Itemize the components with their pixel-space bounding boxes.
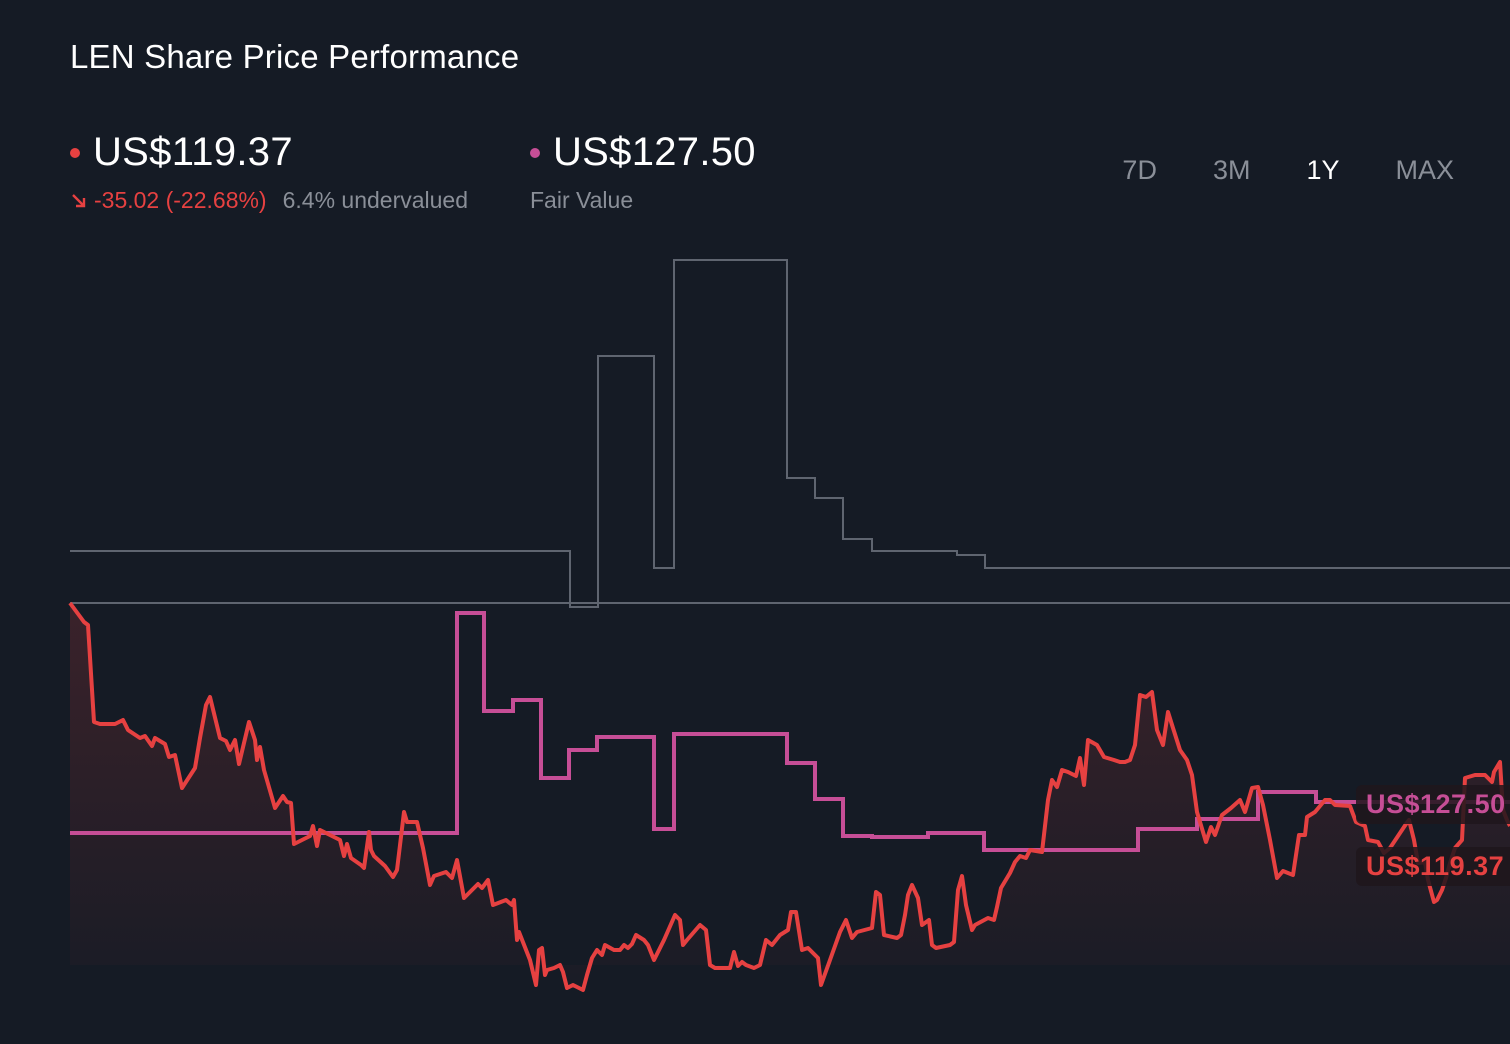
fair-value-line: [70, 611, 1510, 852]
page-title: LEN Share Price Performance: [70, 38, 520, 75]
price-change-text: -35.02 (-22.68%): [94, 187, 267, 213]
share-price-line: [68, 601, 1510, 992]
fair-value-tag: US$127.50: [1356, 785, 1510, 824]
price-area-fill: [70, 603, 1510, 990]
time-range-selector: 7D 3M 1Y MAX: [1094, 155, 1482, 186]
range-1y[interactable]: 1Y: [1306, 155, 1340, 185]
share-price-tag: US$119.37: [1356, 847, 1510, 886]
share-price-value: US$119.37: [93, 130, 293, 174]
range-max[interactable]: MAX: [1395, 155, 1454, 185]
range-7d[interactable]: 7D: [1122, 155, 1157, 185]
fair-value-legend-dot: [530, 147, 540, 158]
range-3m[interactable]: 3M: [1212, 155, 1251, 185]
price-legend-dot: [70, 147, 80, 158]
fair-value-label: Fair Value: [530, 187, 634, 213]
share-price-summary: US$119.37 -35.02 (-22.68%) 6.4% underval…: [70, 130, 468, 214]
fair-value-summary: US$127.50 Fair Value: [530, 130, 756, 214]
price-change: -35.02 (-22.68%): [70, 187, 267, 214]
arrow-down-right-icon: [72, 193, 86, 207]
analyst-target-line: [70, 259, 1510, 608]
valuation-status: 6.4% undervalued: [282, 187, 469, 213]
fair-value-value: US$127.50: [553, 130, 756, 174]
